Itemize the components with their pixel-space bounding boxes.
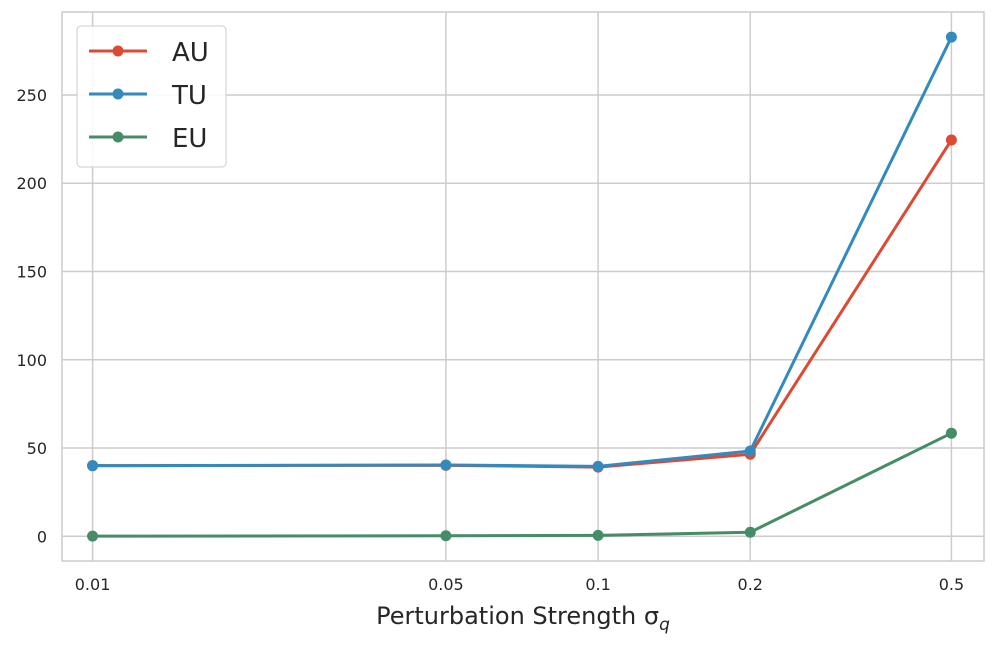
data-point-tu	[744, 445, 756, 457]
data-point-tu	[592, 460, 604, 472]
series-points	[87, 31, 957, 542]
data-point-eu	[945, 427, 957, 439]
data-point-eu	[440, 530, 452, 542]
data-point-eu	[744, 526, 756, 538]
x-tick-label: 0.5	[939, 575, 964, 594]
y-tick-label: 100	[16, 351, 47, 370]
y-tick-label: 0	[37, 527, 47, 546]
data-point-tu	[440, 459, 452, 471]
y-tick-label: 150	[16, 262, 47, 281]
y-tick-label: 250	[16, 86, 47, 105]
legend-box	[76, 25, 227, 168]
legend-swatch-marker	[112, 131, 124, 143]
y-tick-label: 200	[16, 174, 47, 193]
x-axis-title: Perturbation Strength σq	[376, 602, 670, 635]
x-tick-label: 0.05	[428, 575, 464, 594]
legend: AU TU EU	[76, 25, 227, 168]
data-point-au	[945, 134, 957, 146]
data-point-tu	[945, 31, 957, 43]
x-tick-label: 0.1	[585, 575, 610, 594]
data-point-eu	[87, 530, 99, 542]
x-tick-label: 0.2	[738, 575, 763, 594]
legend-swatch-marker	[112, 88, 124, 100]
x-axis-title-main: Perturbation Strength σ	[376, 602, 659, 630]
legend-label-eu: EU	[172, 124, 207, 154]
legend-label-au: AU	[172, 38, 209, 68]
legend-swatch-marker	[112, 45, 124, 57]
y-tick-label: 50	[27, 439, 47, 458]
data-point-eu	[592, 529, 604, 541]
x-tick-label: 0.01	[75, 575, 111, 594]
data-point-tu	[87, 460, 99, 472]
x-axis-title-subscript: q	[659, 615, 670, 635]
x-tick-labels: 0.01 0.05 0.1 0.2 0.5	[75, 575, 964, 594]
y-tick-labels: 0 50 100 150 200 250	[16, 86, 47, 546]
legend-label-tu: TU	[171, 81, 207, 111]
